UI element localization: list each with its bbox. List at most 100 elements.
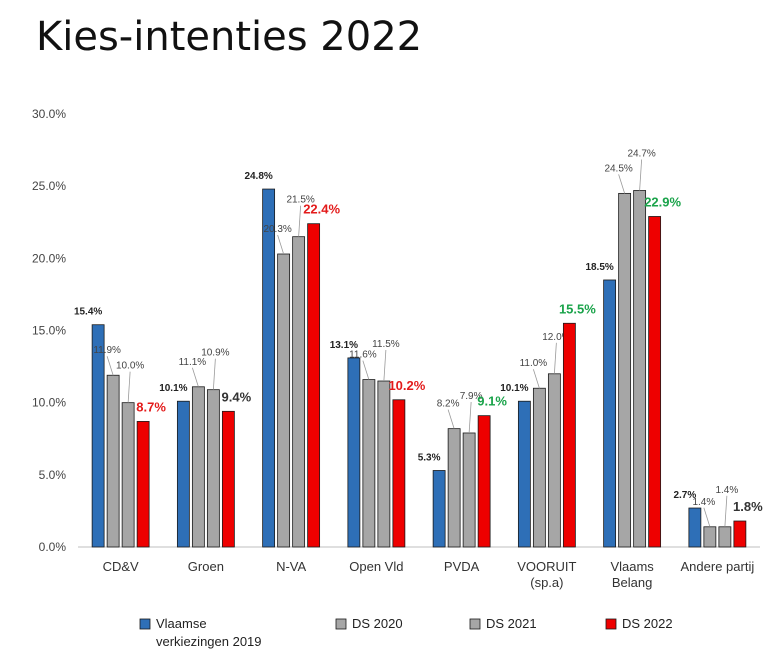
bar <box>477 415 491 548</box>
y-tick-label: 0.0% <box>39 540 67 554</box>
data-label: 2.7% <box>673 490 696 501</box>
data-label: 22.4% <box>303 202 340 217</box>
data-label: 13.1% <box>330 340 358 351</box>
data-label: 24.7% <box>627 148 655 159</box>
data-label: 10.1% <box>500 383 528 394</box>
legend-label: DS 2020 <box>352 616 403 631</box>
bar <box>106 374 120 548</box>
x-tick-label: VOORUIT <box>517 559 576 574</box>
data-label: 9.1% <box>477 394 507 409</box>
data-label: 8.2% <box>437 399 460 410</box>
legend-label: DS 2022 <box>622 616 673 631</box>
y-tick-label: 10.0% <box>32 396 66 410</box>
data-label: 10.0% <box>116 361 144 372</box>
bar <box>347 357 361 548</box>
x-tick-label: Andere partij <box>681 559 755 574</box>
label-leader-line <box>532 369 540 389</box>
bar <box>648 216 662 548</box>
x-tick-label: CD&V <box>103 559 139 574</box>
data-label: 15.5% <box>559 301 596 316</box>
label-leader-line <box>383 349 387 382</box>
bar <box>176 400 190 548</box>
label-leader-line <box>639 159 643 191</box>
bar <box>121 402 135 548</box>
bar <box>562 322 576 548</box>
data-label: 21.5% <box>286 195 314 206</box>
data-label: 10.2% <box>388 378 425 393</box>
label-leader-line <box>106 356 114 376</box>
data-label: 12.0% <box>542 332 570 343</box>
data-label: 8.7% <box>136 399 166 414</box>
page-title: Kies-intenties 2022 <box>36 14 423 60</box>
y-tick-label: 30.0% <box>32 107 66 121</box>
legend-label: verkiezingen 2019 <box>156 634 262 649</box>
legend-swatch <box>469 618 481 630</box>
data-label: 9.4% <box>222 389 252 404</box>
bar <box>136 421 150 548</box>
data-label: 22.9% <box>644 194 681 209</box>
data-label: 11.5% <box>372 339 400 350</box>
bar <box>277 253 291 548</box>
data-label: 11.6% <box>349 350 377 361</box>
data-label: 7.9% <box>460 391 483 402</box>
label-leader-line <box>362 360 370 380</box>
x-tick-label: Vlaams <box>610 559 654 574</box>
x-tick-label: (sp.a) <box>530 575 563 590</box>
label-leader-line <box>298 205 302 237</box>
data-label: 1.4% <box>715 485 738 496</box>
bar <box>547 373 561 548</box>
bar <box>362 379 376 548</box>
bar <box>292 236 306 548</box>
label-leader-line <box>468 401 472 434</box>
bar <box>618 192 632 548</box>
bar <box>191 386 205 548</box>
legend-swatch <box>605 618 617 630</box>
bar <box>432 470 446 548</box>
y-tick-label: 15.0% <box>32 324 66 338</box>
label-leader-line <box>127 371 131 403</box>
data-label: 20.3% <box>263 224 291 235</box>
y-tick-label: 5.0% <box>39 468 67 482</box>
data-label: 11.0% <box>520 358 548 369</box>
bar <box>462 432 476 548</box>
x-tick-label: N-VA <box>276 559 306 574</box>
legend-swatch <box>335 618 347 630</box>
bar <box>532 387 546 548</box>
y-tick-label: 25.0% <box>32 179 66 193</box>
data-label: 10.1% <box>159 383 187 394</box>
label-leader-line <box>447 409 455 429</box>
legend-swatch <box>139 618 151 630</box>
legend-label: Vlaamse <box>156 616 207 631</box>
label-leader-line <box>618 174 626 194</box>
bar <box>703 526 717 548</box>
label-leader-line <box>703 507 711 527</box>
label-leader-line <box>212 358 216 390</box>
label-leader-line <box>724 495 728 527</box>
x-tick-label: Belang <box>612 575 652 590</box>
bar <box>718 526 732 548</box>
label-leader-line <box>191 367 199 387</box>
bar <box>221 410 235 548</box>
bar <box>733 520 747 548</box>
data-label: 1.8% <box>733 499 763 514</box>
bar <box>633 190 647 548</box>
bar <box>447 428 461 548</box>
data-label: 1.4% <box>692 497 715 508</box>
legend-label: DS 2021 <box>486 616 537 631</box>
bar <box>517 400 531 548</box>
data-label: 24.8% <box>244 171 272 182</box>
bar <box>206 389 220 548</box>
data-label: 5.3% <box>418 453 441 464</box>
bar <box>307 223 321 548</box>
bar <box>603 279 617 548</box>
label-leader-line <box>553 342 557 374</box>
data-label: 11.1% <box>179 357 207 368</box>
data-label: 11.9% <box>93 345 121 356</box>
x-tick-label: PVDA <box>444 559 480 574</box>
bar <box>377 380 391 548</box>
bar <box>688 507 702 548</box>
data-label: 18.5% <box>585 262 613 273</box>
bar <box>262 188 276 548</box>
data-label: 10.9% <box>201 348 229 359</box>
